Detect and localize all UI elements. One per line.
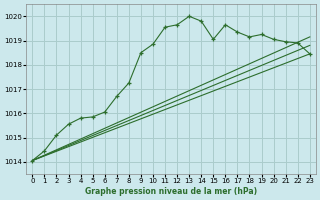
X-axis label: Graphe pression niveau de la mer (hPa): Graphe pression niveau de la mer (hPa) [85, 187, 257, 196]
